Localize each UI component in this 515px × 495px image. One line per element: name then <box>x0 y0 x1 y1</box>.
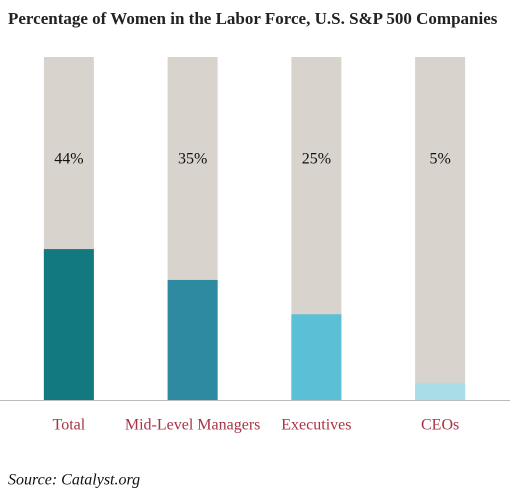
bar <box>415 382 466 400</box>
x-tick-label: Total <box>53 417 86 434</box>
bar <box>43 249 94 400</box>
value-label: 25% <box>302 151 331 168</box>
bar <box>167 279 218 400</box>
bar <box>291 314 342 400</box>
value-label: 5% <box>429 151 450 168</box>
x-tick-label: Executives <box>281 417 351 434</box>
x-tick-label: CEOs <box>421 417 459 434</box>
value-label: 44% <box>54 151 83 168</box>
value-label: 35% <box>178 151 207 168</box>
chart-title: Percentage of Women in the Labor Force, … <box>8 9 498 28</box>
x-tick-label: Mid-Level Managers <box>125 417 261 434</box>
source: Source: Catalyst.org <box>8 472 140 489</box>
bar-background <box>415 57 466 400</box>
